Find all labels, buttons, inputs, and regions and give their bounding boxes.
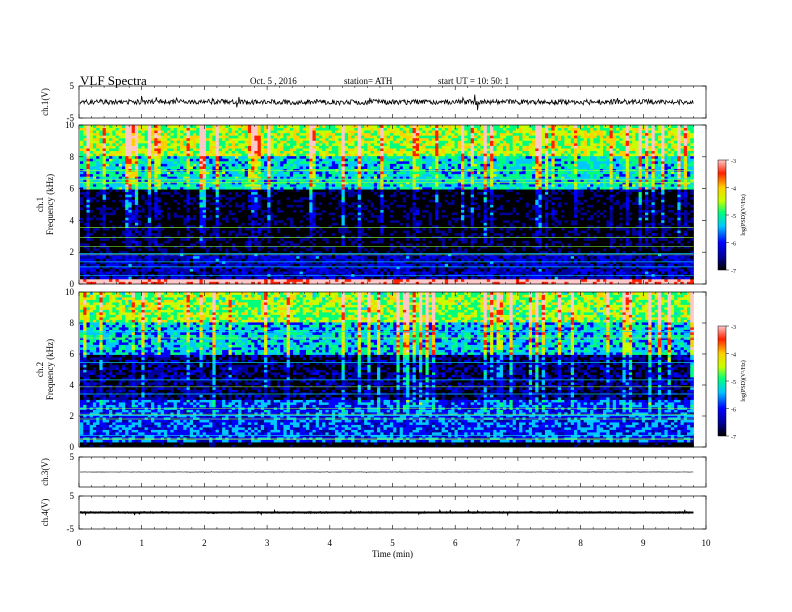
- x-tick-label: 8: [578, 538, 583, 548]
- ch4-waveform-band: [80, 511, 694, 514]
- x-tick-label: 2: [202, 538, 207, 548]
- x-tick-label: 3: [265, 538, 270, 548]
- ch4-waveform-ylabel: ch.4(V): [40, 499, 50, 527]
- ch3-waveform-ytick-label: 5: [70, 452, 75, 462]
- ch2-spectrogram-colorbar-label: log(PSD)(V²/Hz): [740, 360, 747, 401]
- ch1-spectrogram-ytick-label: 0: [70, 279, 75, 289]
- ch3-waveform-ylabel: ch.3(V): [40, 458, 50, 486]
- ch1-spectrogram-colorbar: [717, 159, 727, 271]
- ch1-waveform-ytick-label: -5: [67, 113, 75, 123]
- ch4-waveform-ytick-label: -5: [67, 524, 75, 534]
- ch1-spectrogram-ylabel: Frequency (kHz): [45, 174, 55, 235]
- ch1-spectrogram-image: [80, 125, 694, 285]
- start-time-label: start UT = 10: 50: 1: [438, 76, 509, 86]
- x-tick-label: 10: [702, 538, 712, 548]
- x-tick-label: 0: [77, 538, 82, 548]
- station-label: station= ATH: [344, 76, 392, 86]
- x-tick-label: 9: [641, 538, 646, 548]
- ch1-spectrogram-colorbar-tick-label: -5: [731, 214, 736, 220]
- ch1-spectrogram-ytick-label: 8: [70, 152, 75, 162]
- ch1-spectrogram-colorbar-tick-label: -6: [731, 242, 736, 248]
- ch1-spectrogram-ytick-label: 6: [70, 184, 75, 194]
- ch1-spectrogram-colorbar-label: log(PSD)(V²/Hz): [740, 194, 747, 235]
- ch2-spectrogram-ylabel: Frequency (kHz): [45, 339, 55, 400]
- ch4-waveform-ytick-label: 5: [70, 491, 75, 501]
- ch2-spectrogram-colorbar-tick-label: -3: [731, 325, 736, 331]
- ch2-spectrogram-ytick-label: 2: [70, 411, 75, 421]
- ch2-spectrogram-ytick-label: 4: [70, 380, 75, 390]
- x-tick-label: 6: [453, 538, 458, 548]
- ch2-spectrogram-colorbar-tick-label: -6: [731, 408, 736, 414]
- ch1-waveform-trace: [79, 94, 694, 111]
- ch1-waveform-ytick-label: 5: [70, 81, 75, 91]
- chart-title: VLF Spectra: [80, 73, 147, 89]
- ch2-spectrogram-image: [80, 292, 694, 448]
- x-tick-label: 4: [328, 538, 333, 548]
- ch2-spectrogram-ytick-label: 0: [70, 442, 75, 452]
- x-axis-label: Time (min): [372, 549, 413, 559]
- ch1-spectrogram-ylabel: ch.1: [35, 197, 45, 212]
- ch1-spectrogram-colorbar-tick-label: -3: [731, 159, 736, 165]
- ch2-spectrogram-ylabel: ch.2: [35, 362, 45, 377]
- x-tick-label: 5: [390, 538, 395, 548]
- date-label: Oct. 5 , 2016: [250, 76, 297, 86]
- ch2-spectrogram-colorbar: [717, 325, 727, 437]
- ch1-spectrogram-ytick-label: 10: [65, 120, 75, 130]
- ch2-spectrogram-ytick-label: 6: [70, 349, 75, 359]
- ch1-spectrogram-colorbar-tick-label: -4: [731, 187, 736, 193]
- ch1-spectrogram-ytick-label: 4: [70, 215, 75, 225]
- ch2-spectrogram-ytick-label: 8: [70, 318, 75, 328]
- ch2-spectrogram-ytick-label: 10: [65, 287, 75, 297]
- ch1-spectrogram-ytick-label: 2: [70, 247, 75, 257]
- ch2-spectrogram-colorbar-tick-label: -7: [731, 435, 736, 441]
- ch1-waveform-ylabel: ch.1(V): [40, 88, 50, 116]
- ch1-spectrogram-colorbar-tick-label: -7: [731, 269, 736, 275]
- x-tick-label: 7: [516, 538, 521, 548]
- ch3-waveform-trace: [79, 471, 694, 473]
- ch2-spectrogram-colorbar-tick-label: -5: [731, 380, 736, 386]
- ch2-spectrogram-colorbar-tick-label: -4: [731, 353, 736, 359]
- x-tick-label: 1: [139, 538, 144, 548]
